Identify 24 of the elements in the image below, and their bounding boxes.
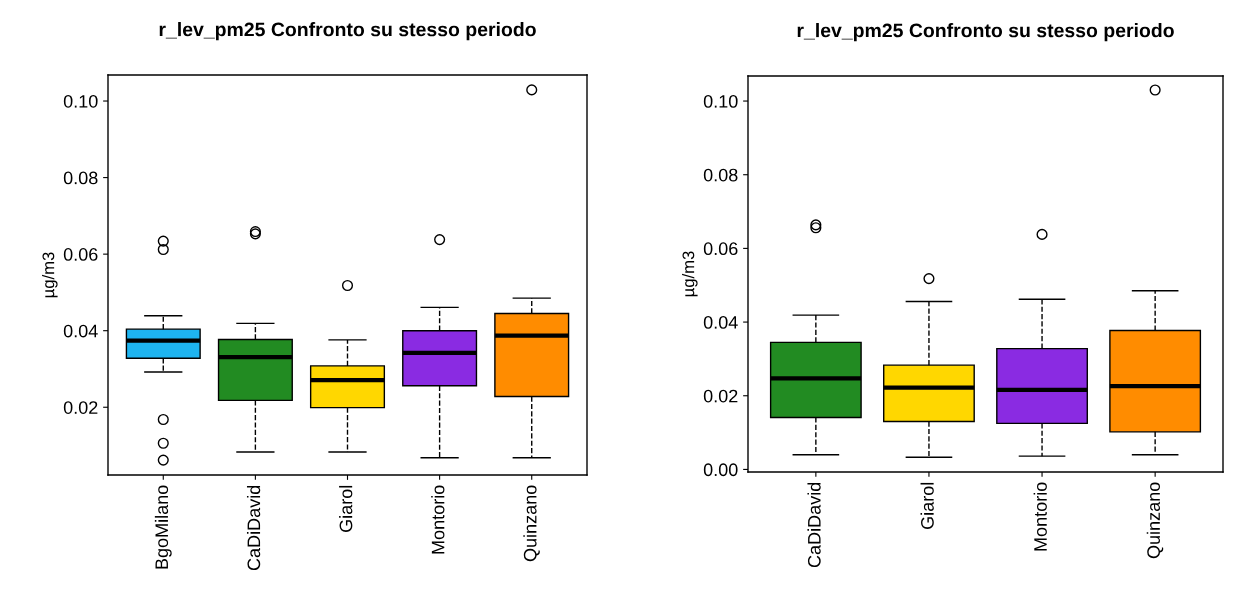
y-tick-label: 0.00 bbox=[703, 463, 738, 477]
y-tick-label: 0.04 bbox=[703, 316, 738, 329]
y-tick-label: 0.06 bbox=[63, 248, 98, 261]
y-tick-label: 0.08 bbox=[63, 171, 98, 185]
x-tick-label: CaDiDavid bbox=[246, 485, 261, 571]
x-tick-label: CaDiDavid bbox=[807, 482, 821, 568]
y-tick-label: 0.04 bbox=[63, 324, 98, 338]
y-axis-title: µg/m3 bbox=[682, 251, 698, 297]
x-tick-label: Giarol bbox=[339, 485, 353, 532]
x-tick-label: BgoMilano bbox=[154, 485, 172, 569]
y-tick-label: 0.06 bbox=[703, 242, 738, 256]
y-tick-label: 0.10 bbox=[63, 94, 98, 108]
y-tick-label: 0.10 bbox=[703, 94, 738, 108]
x-tick-label: Giarol bbox=[920, 482, 934, 529]
x-tick-label: Montorio bbox=[431, 485, 445, 554]
x-tick-label: Montorio bbox=[1033, 482, 1047, 551]
x-tick-label: Quinzano bbox=[523, 485, 540, 562]
chart-title: r_lev_pm25 Confronto su stesso periodo bbox=[159, 22, 536, 41]
y-tick-label: 0.08 bbox=[703, 168, 738, 182]
x-tick-label: Quinzano bbox=[1146, 482, 1164, 559]
y-axis-title: µg/m3 bbox=[42, 252, 58, 298]
chart-title: r_lev_pm25 Confronto su stesso periodo bbox=[797, 23, 1174, 42]
y-tick-label: 0.02 bbox=[63, 401, 98, 414]
y-tick-label: 0.02 bbox=[703, 389, 738, 403]
